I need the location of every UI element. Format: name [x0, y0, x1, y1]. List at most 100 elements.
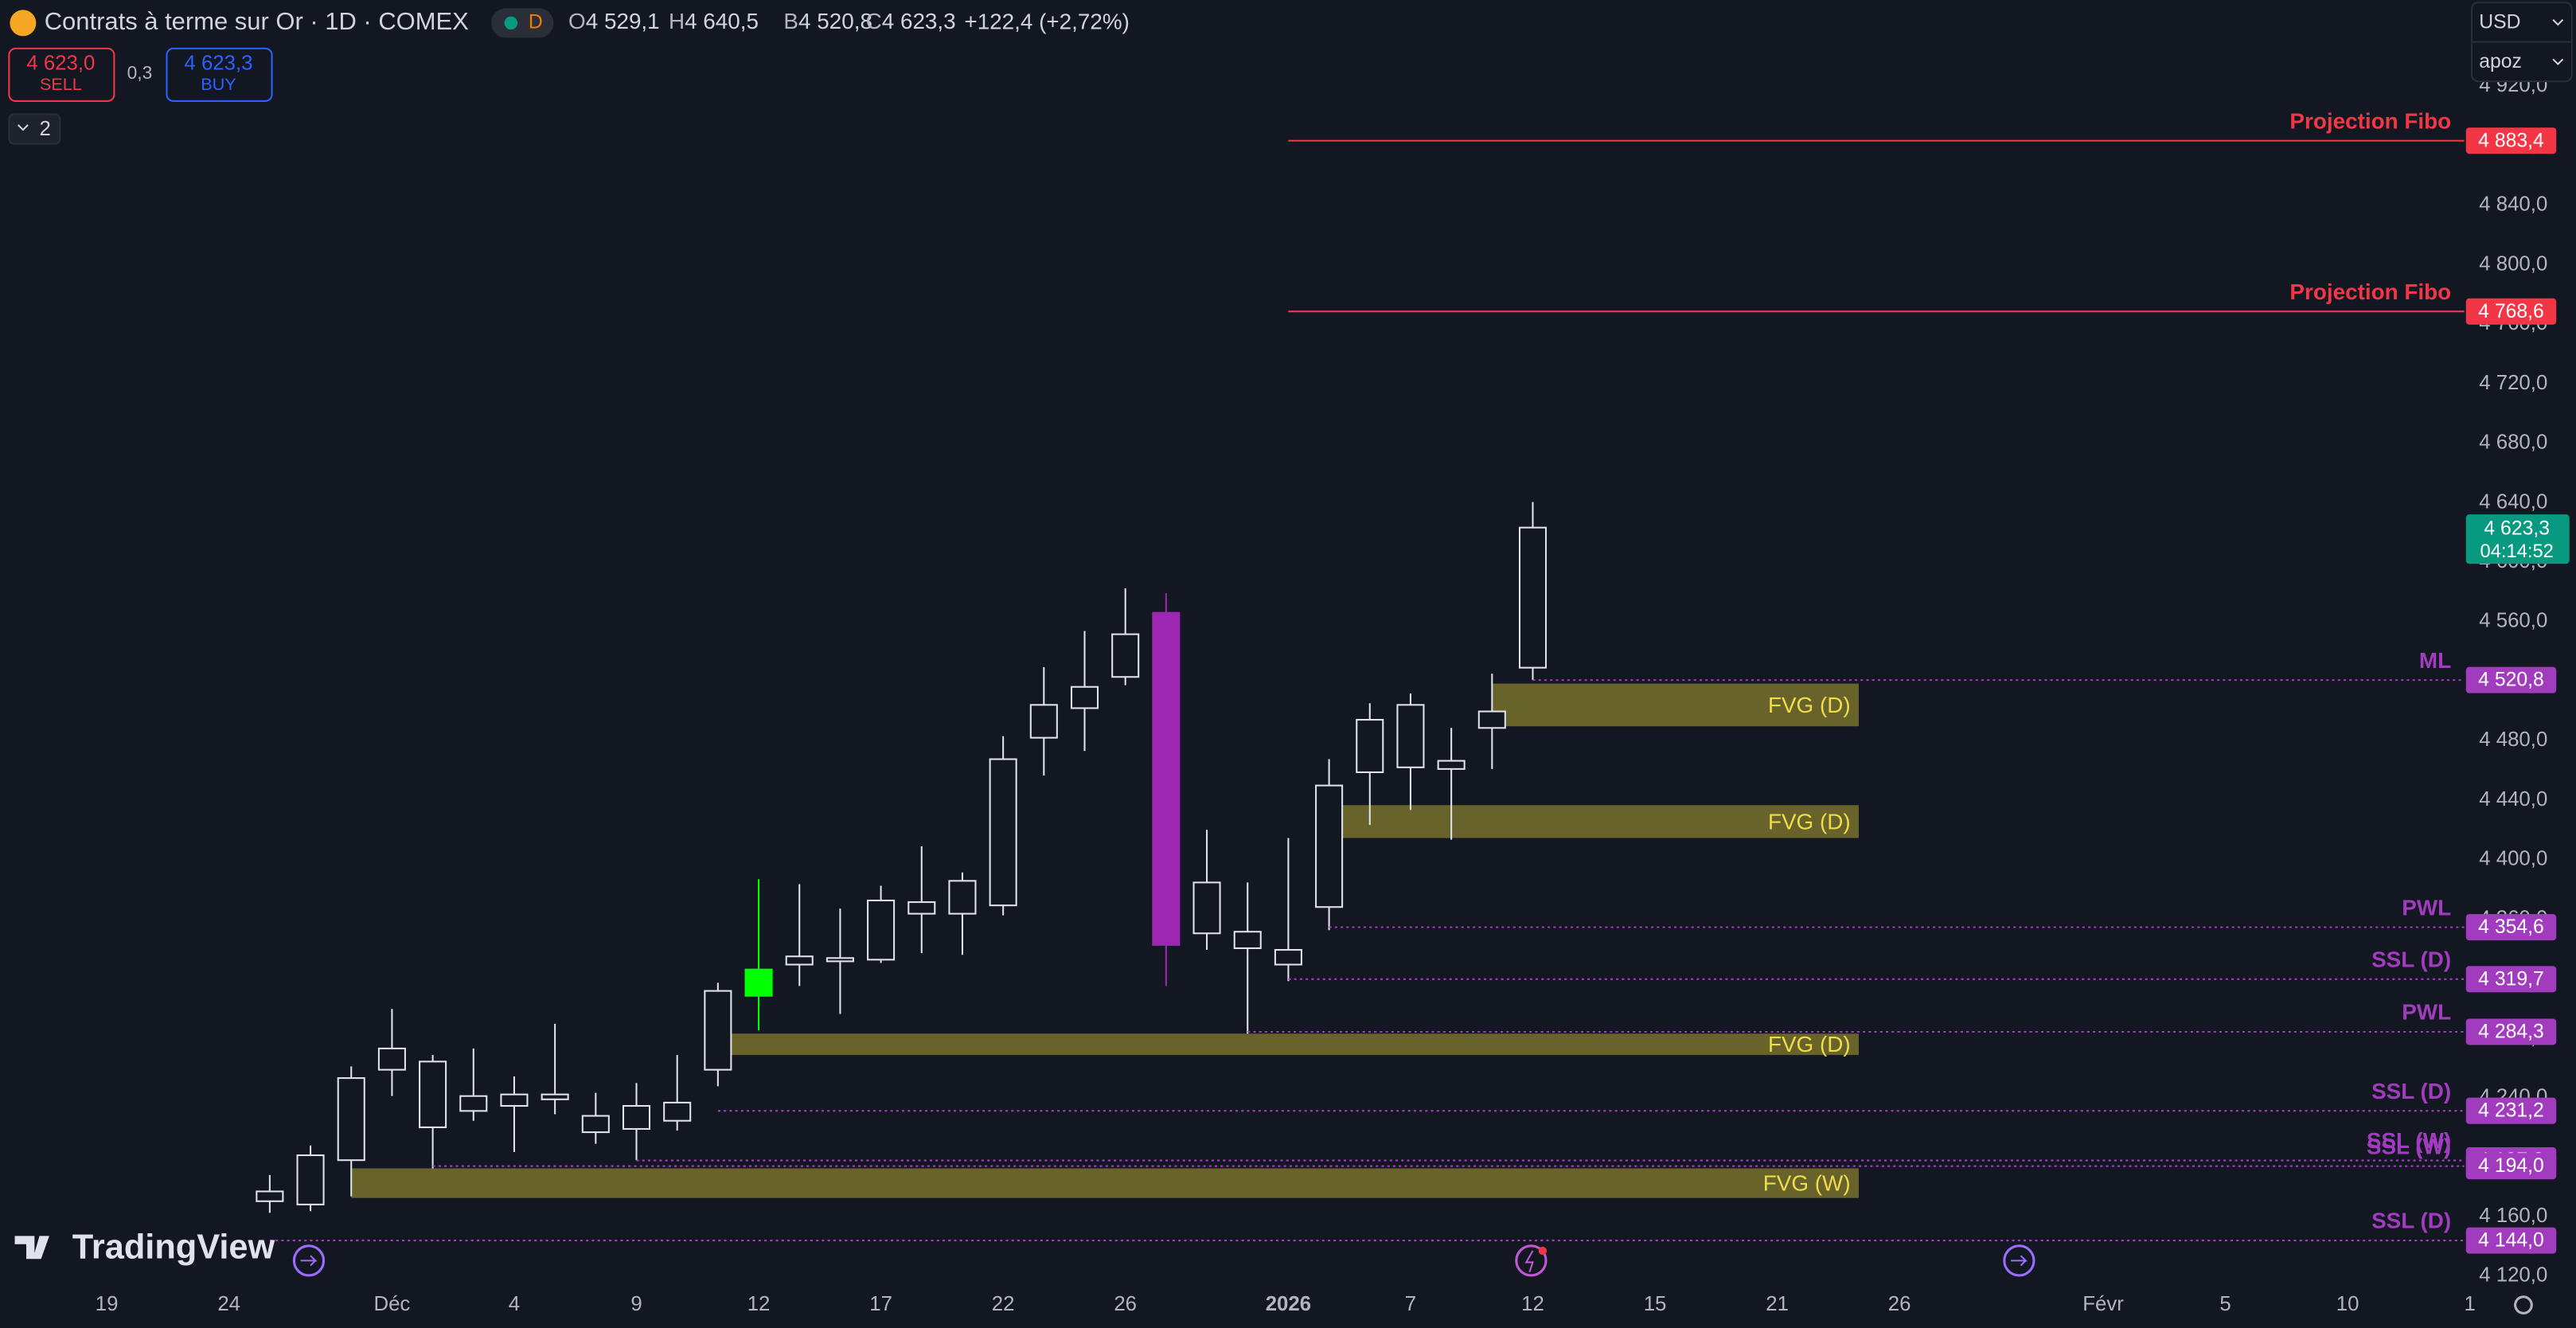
- y-tick-label: 4 640,0: [2479, 490, 2547, 513]
- candle-body: [1396, 704, 1425, 768]
- y-tick-label: 4 560,0: [2479, 610, 2547, 632]
- candle-body: [377, 1047, 406, 1071]
- ohlc-high: H4 640,5: [669, 9, 759, 33]
- candle-body: [1111, 633, 1140, 678]
- fvg-label: FVG (D): [1768, 1032, 1851, 1057]
- symbol-icon: [10, 10, 37, 37]
- logo[interactable]: TradingView: [72, 1228, 275, 1266]
- candle-body: [1437, 760, 1466, 770]
- y-tick-label: 4 800,0: [2479, 252, 2547, 275]
- ohlc-close: C4 623,3: [866, 9, 956, 33]
- x-tick-label: Févr: [2082, 1293, 2124, 1315]
- level-label: Projection Fibo: [2289, 108, 2451, 133]
- candle-body: [256, 1190, 284, 1202]
- x-tick-label: 5: [2219, 1293, 2231, 1315]
- fvg-zone: [351, 1168, 1859, 1198]
- candle-body: [1192, 881, 1221, 935]
- candle-body: [1477, 710, 1506, 729]
- price-badge-label: 4 144,0: [2478, 1230, 2544, 1252]
- indicators-toggle[interactable]: [8, 113, 61, 145]
- fvg-label: FVG (W): [1763, 1170, 1851, 1195]
- price-badge: [2465, 666, 2557, 693]
- y-tick-label: 4 400,0: [2479, 848, 2547, 870]
- candle-body: [744, 968, 773, 997]
- logo-mark: [14, 1236, 49, 1260]
- sell-price: 4 623,0: [26, 52, 95, 74]
- x-tick-label: 17: [869, 1293, 892, 1315]
- sell-button[interactable]: [8, 47, 115, 102]
- countdown: 04:14:52: [2480, 541, 2554, 562]
- indicators-count: 2: [40, 118, 51, 140]
- x-tick-label: 10: [2336, 1293, 2359, 1315]
- settings-icon[interactable]: [2514, 1295, 2533, 1314]
- price-badge-label: 4 883,4: [2478, 130, 2544, 151]
- ohlc-key: O: [568, 9, 586, 33]
- x-tick-label: 22: [992, 1293, 1015, 1315]
- buy-price: 4 623,3: [184, 52, 252, 74]
- x-tick-label: 1: [2465, 1293, 2476, 1315]
- x-tick-label: 9: [630, 1293, 642, 1315]
- fvg-label: FVG (D): [1768, 693, 1851, 717]
- candle-body: [867, 899, 896, 961]
- candle-body: [948, 880, 977, 915]
- buy-button[interactable]: [166, 47, 273, 102]
- price-badge: [2465, 1018, 2557, 1045]
- y-tick-label: 4 440,0: [2479, 788, 2547, 810]
- price-badge: [2465, 914, 2557, 941]
- price-badge-label: 4 354,6: [2478, 916, 2544, 938]
- fvg-label: FVG (D): [1768, 809, 1851, 834]
- candle-body: [825, 957, 854, 963]
- level-label: SSL (D): [2371, 947, 2451, 971]
- x-tick-label: 4: [509, 1293, 520, 1315]
- event-icon[interactable]: [1515, 1244, 1548, 1277]
- currency: USD: [2479, 11, 2520, 33]
- price-badge-label: 4 284,3: [2478, 1021, 2544, 1043]
- event-icon[interactable]: [2003, 1244, 2035, 1277]
- y-tick-label: 4 120,0: [2479, 1264, 2547, 1287]
- spread: 0,3: [127, 62, 153, 83]
- fvg-zone: [717, 1033, 1859, 1056]
- last-price-badge: [2465, 514, 2570, 564]
- level-label: SSL (W): [2367, 1134, 2451, 1158]
- candle-body: [541, 1093, 569, 1100]
- candle-body: [1152, 611, 1181, 946]
- candle-body: [1356, 718, 1384, 774]
- price-badge-label: 4 768,6: [2478, 301, 2544, 322]
- x-tick-label: 26: [1114, 1293, 1137, 1315]
- price-badge: [2465, 1227, 2557, 1254]
- candle-body: [1315, 784, 1344, 908]
- y-tick-label: 4 160,0: [2479, 1205, 2547, 1227]
- candle-body: [581, 1115, 610, 1134]
- x-tick-label: 2026: [1266, 1293, 1311, 1315]
- candle-body: [500, 1093, 529, 1107]
- level-label: SSL (W): [2367, 1128, 2451, 1153]
- event-icon[interactable]: [292, 1244, 326, 1277]
- ohlc-key: B: [783, 9, 798, 33]
- x-tick-label: 19: [96, 1293, 119, 1315]
- price-badge: [2465, 966, 2557, 993]
- candle-body: [704, 990, 732, 1071]
- ohlc-value: 4 520,8: [798, 9, 872, 33]
- price-badge: [2465, 1153, 2557, 1180]
- ohlc-key: H: [669, 9, 685, 33]
- candle-body: [1233, 931, 1262, 950]
- level-label: SSL (D): [2371, 1079, 2451, 1103]
- symbol-title[interactable]: Contrats à terme sur Or · 1D · COMEX: [45, 7, 469, 35]
- price-badge-label: 4 231,2: [2478, 1100, 2544, 1122]
- session: D: [529, 11, 543, 33]
- event-dot: [1538, 1246, 1548, 1256]
- fvg-zone: [1329, 805, 1859, 838]
- price-badge: [2465, 127, 2557, 154]
- session-pill[interactable]: [491, 8, 554, 38]
- y-tick-label: 4 680,0: [2479, 432, 2547, 454]
- candle-body: [337, 1077, 365, 1162]
- event-glyph: [2011, 1255, 2028, 1267]
- candle-body: [1029, 704, 1058, 739]
- x-tick-label: 12: [1521, 1293, 1544, 1315]
- chevron: [17, 124, 29, 131]
- y-tick-label: 4 840,0: [2479, 193, 2547, 216]
- candle-body: [296, 1154, 325, 1205]
- level-label: SSL (D): [2371, 1209, 2451, 1233]
- level-label: ML: [2419, 648, 2451, 673]
